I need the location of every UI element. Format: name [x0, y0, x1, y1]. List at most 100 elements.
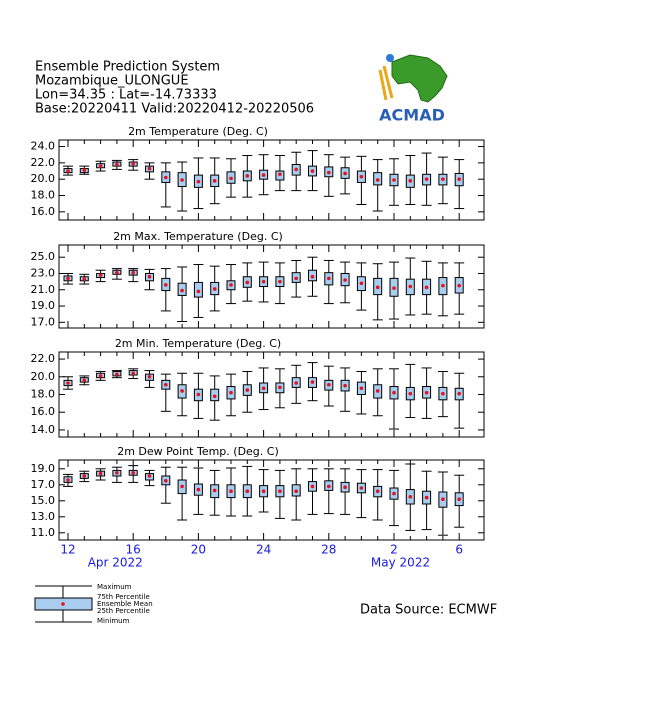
mean [294, 276, 299, 281]
source: Data Source: ECMWF [360, 603, 497, 618]
mean [261, 173, 266, 177]
mean [229, 283, 233, 287]
mean [131, 161, 135, 166]
mean [441, 497, 445, 502]
mean [115, 270, 119, 275]
mean [245, 388, 250, 392]
logo-text: ACMAD [379, 106, 445, 125]
mean [359, 386, 364, 391]
mean [261, 489, 266, 494]
mean [115, 471, 119, 475]
mean [343, 171, 347, 176]
mean [164, 382, 168, 387]
mean [98, 471, 103, 476]
logo-rays [378, 65, 394, 101]
y-tick-label: 19.0 [31, 462, 56, 475]
mean [294, 381, 299, 385]
mean [261, 279, 266, 284]
x-tick-label: 28 [321, 543, 336, 557]
mean [115, 162, 119, 167]
mean [392, 286, 396, 290]
mean [147, 166, 152, 171]
plot-frame [58, 139, 485, 221]
y-tick-label: 24.0 [31, 140, 56, 153]
mean [424, 285, 429, 290]
legend-label: 75th Percentile [97, 593, 150, 601]
mean [441, 283, 445, 288]
mean [66, 478, 70, 482]
mean [66, 381, 70, 385]
mean [180, 178, 184, 182]
header-line: Lon=34.35 : Lat=-14.73333 [35, 88, 217, 103]
y-tick-label: 11.0 [31, 526, 56, 539]
mean [196, 289, 201, 294]
plot-frame [58, 244, 485, 329]
month-label: Apr 2022 [88, 556, 143, 570]
mean [278, 385, 282, 390]
x-tick-label: 6 [455, 543, 463, 557]
panel-title: 2m Min. Temperature (Deg. C) [115, 337, 281, 350]
legend-label: Minimum [97, 617, 130, 625]
x-tick-label: 20 [191, 543, 206, 557]
header-line: Ensemble Prediction System [35, 60, 220, 75]
y-tick-label: 16.0 [31, 405, 56, 418]
mean [245, 174, 250, 178]
y-tick-label: 17.0 [31, 315, 56, 328]
mean [212, 179, 217, 183]
mean [82, 168, 87, 173]
mean [66, 169, 70, 173]
plot-frame [58, 459, 485, 541]
y-tick-label: 18.0 [31, 388, 56, 401]
logo-map [391, 54, 448, 103]
mean [98, 374, 103, 378]
mean [457, 283, 462, 288]
mean [392, 390, 396, 395]
mean [180, 288, 184, 293]
mean [278, 172, 282, 177]
mean [98, 164, 103, 168]
logo: ACMAD [378, 54, 448, 125]
mean [212, 287, 217, 291]
mean [408, 391, 413, 396]
mean [327, 170, 331, 175]
mean [180, 484, 184, 489]
mean [408, 179, 413, 183]
x-tick-label: 12 [60, 543, 75, 557]
mean [359, 486, 364, 490]
mean [229, 489, 233, 494]
mean [147, 374, 152, 379]
mean [457, 177, 462, 181]
logo-drop [386, 54, 394, 62]
legend: Maximum 75th Percentile Ensemble Mean 25… [34, 583, 153, 625]
panel-title: 2m Dew Point Temp. (Deg. C) [117, 445, 279, 458]
mean [212, 394, 217, 399]
mean [196, 487, 201, 492]
y-tick-label: 20.0 [31, 172, 56, 185]
legend-label: 25th Percentile [97, 607, 150, 615]
mean [196, 179, 201, 184]
mean [327, 276, 331, 281]
y-tick-label: 25.0 [31, 250, 56, 263]
mean [278, 279, 282, 284]
mean [441, 391, 445, 396]
mean [229, 390, 233, 395]
mean [375, 285, 380, 290]
mean [180, 389, 184, 393]
panel-title: 2m Max. Temperature (Deg. C) [113, 230, 283, 243]
mean [82, 277, 87, 281]
mean [457, 391, 462, 396]
mean [424, 390, 429, 395]
mean [212, 488, 217, 493]
y-tick-label: 17.0 [31, 478, 56, 491]
x-tick-label: 2 [390, 543, 398, 557]
mean [359, 174, 364, 179]
mean [245, 489, 250, 494]
y-tick-label: 22.0 [31, 156, 56, 169]
y-tick-label: 16.0 [31, 205, 56, 218]
mean [147, 474, 152, 478]
mean [359, 281, 364, 286]
mean [131, 471, 135, 475]
mean [392, 491, 396, 496]
